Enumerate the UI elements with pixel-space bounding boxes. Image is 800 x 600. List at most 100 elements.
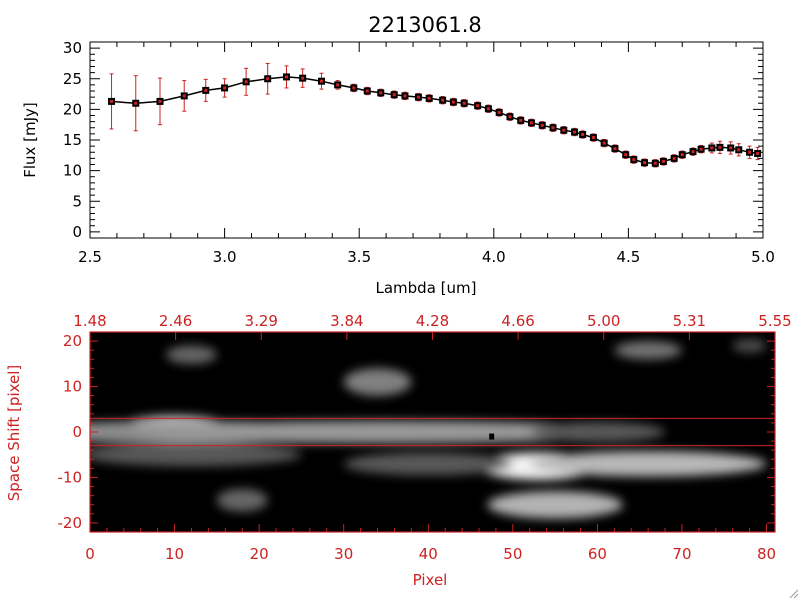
data-point-center [562, 128, 566, 132]
data-point-center [591, 136, 595, 140]
data-point-center [486, 107, 490, 111]
spectrum-image-plot: 0 10 20 30 40 50 60 70 80 -20 -10 0 10 20 1.48 2.46 3.… [58, 312, 792, 563]
x-tick-label: 50 [503, 545, 522, 563]
data-point-center [718, 145, 722, 149]
y-tick-label: -10 [58, 468, 83, 486]
data-point-center [613, 147, 617, 151]
data-point-center [285, 75, 289, 79]
x-tick-label: 30 [334, 545, 353, 563]
y-tick-label: -20 [58, 514, 83, 532]
emission-blob [343, 368, 412, 396]
data-point-center [699, 147, 703, 151]
data-point-center [529, 121, 533, 125]
data-point-center [508, 115, 512, 119]
data-point-center [573, 130, 577, 134]
x-tick-label: 20 [250, 545, 269, 563]
data-point-center [336, 83, 340, 87]
top-tick-label: 5.31 [673, 312, 706, 330]
y-tick-label: 30 [63, 39, 82, 57]
y-tick-label: 0 [72, 423, 82, 441]
data-point-center [632, 158, 636, 162]
emission-blob [216, 488, 268, 512]
data-point-center [110, 99, 114, 103]
top-tick-label: 3.29 [245, 312, 278, 330]
data-point-center [519, 118, 523, 122]
data-point-center [540, 123, 544, 127]
x-axis-label: Lambda [um] [376, 279, 477, 297]
resize-grip-icon[interactable] [789, 589, 799, 599]
x-tick-label: 0 [85, 545, 95, 563]
data-point-center [756, 151, 760, 155]
data-point-center [379, 91, 383, 95]
data-point-center [416, 95, 420, 99]
emission-blob [732, 338, 767, 353]
bottom-y-axis-label: Space Shift [pixel] [5, 365, 23, 502]
data-point-center [624, 153, 628, 157]
emission-blob [132, 420, 640, 444]
x-tick-label: 2.5 [78, 248, 102, 266]
y-tick-label: 5 [72, 192, 82, 210]
y-tick-label: 25 [63, 70, 82, 88]
x-tick-label: 3.0 [213, 248, 237, 266]
y-tick-label: 15 [63, 131, 82, 149]
data-point-center [320, 79, 324, 83]
spectrum-plot: 2.5 3.0 3.5 4.0 4.5 5.0 0 5 10 15 20 25 30 [63, 39, 775, 266]
data-point-center [134, 101, 138, 105]
x-tick-label: 4.0 [482, 248, 506, 266]
emission-blob [90, 443, 302, 467]
emission-blob [343, 452, 513, 476]
top-tick-label: 2.46 [159, 312, 192, 330]
data-point-center [403, 94, 407, 98]
bottom-x-axis-label: Pixel [413, 571, 448, 589]
data-point-center [451, 100, 455, 104]
top-tick-label: 4.28 [416, 312, 449, 330]
data-point-center [352, 86, 356, 90]
x-tick-label: 3.5 [347, 248, 371, 266]
emission-blob [487, 491, 623, 519]
data-point-center [602, 141, 606, 145]
data-point-center [661, 159, 665, 163]
data-point-center [244, 80, 248, 84]
y-axis-label: Flux [mJy] [21, 102, 39, 178]
x-tick-label: 4.5 [616, 248, 640, 266]
data-point-center [497, 110, 501, 114]
x-tick-label: 70 [672, 545, 691, 563]
emission-blob [529, 422, 666, 442]
data-point-center [223, 86, 227, 90]
data-point-center [365, 89, 369, 93]
data-point-center [392, 93, 396, 97]
top-tick-label: 3.84 [330, 312, 363, 330]
data-point-center [691, 150, 695, 154]
blurred-emission-group [90, 338, 767, 519]
data-point-center [441, 98, 445, 102]
chart-title: 2213061.8 [368, 13, 482, 37]
data-point-center [729, 146, 733, 150]
data-point-center [737, 148, 741, 152]
top-tick-label: 5.00 [587, 312, 620, 330]
emission-blob [529, 451, 767, 477]
data-point-center [653, 161, 657, 165]
x-tick-label: 80 [757, 545, 776, 563]
data-point-center [643, 161, 647, 165]
top-tick-label: 4.66 [501, 312, 534, 330]
x-tick-label: 60 [588, 545, 607, 563]
data-point-center [680, 153, 684, 157]
data-point-center [581, 132, 585, 136]
y-tick-label: 0 [72, 223, 82, 241]
data-point-center [672, 156, 676, 160]
y-tick-label: 20 [63, 332, 82, 350]
data-point-center [710, 146, 714, 150]
y-tick-label: 20 [63, 100, 82, 118]
emission-blob [166, 345, 217, 364]
trace-marker [489, 433, 495, 440]
top-tick-label: 1.48 [73, 312, 106, 330]
data-point-center [551, 126, 555, 130]
spectrum-plot-frame [89, 41, 764, 239]
top-tick-label: 5.55 [758, 312, 791, 330]
data-point-center [266, 77, 270, 81]
data-point-center [204, 88, 208, 92]
data-point-center [158, 99, 162, 103]
x-tick-label: 5.0 [751, 248, 775, 266]
data-point-center [476, 104, 480, 108]
data-point-center [748, 150, 752, 154]
